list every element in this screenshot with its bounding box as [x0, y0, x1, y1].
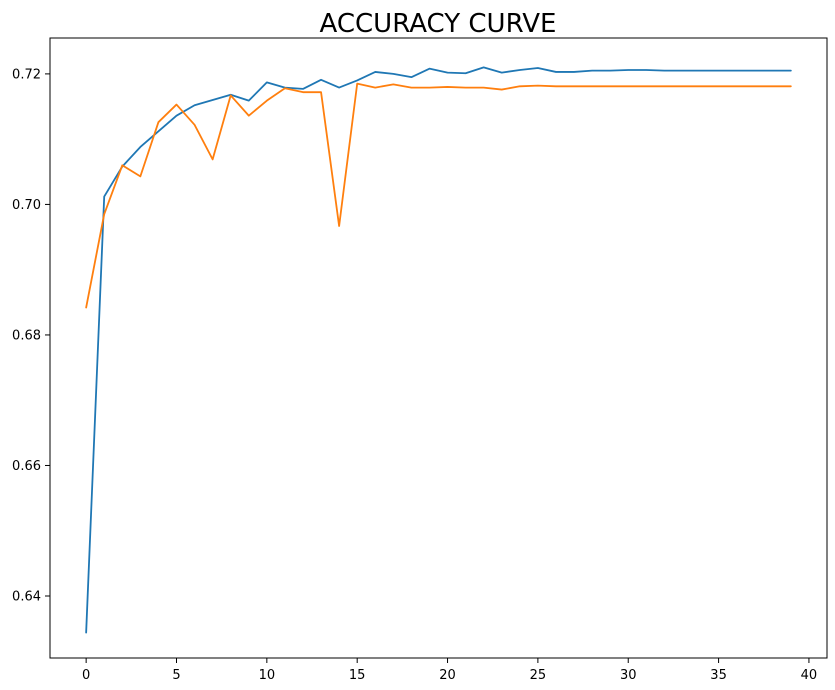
- chart-title: ACCURACY CURVE: [320, 9, 557, 39]
- x-tick-label: 5: [172, 668, 180, 683]
- x-tick-label: 30: [620, 668, 637, 683]
- x-tick-label: 10: [259, 668, 276, 683]
- y-axis: 0.64 0.66 0.68 0.70 0.72: [12, 67, 50, 605]
- y-tick-label: 0.70: [12, 198, 41, 213]
- x-tick-label: 15: [349, 668, 366, 683]
- y-tick-label: 0.66: [12, 459, 41, 474]
- y-tick-label: 0.72: [12, 67, 41, 82]
- series-line-2: [85, 82, 792, 309]
- x-tick-label: 25: [530, 668, 547, 683]
- x-tick-label: 0: [82, 668, 90, 683]
- y-tick-label: 0.64: [12, 590, 41, 605]
- x-tick-label: 40: [801, 668, 818, 683]
- series-line-1: [85, 66, 792, 634]
- series-lines: [85, 66, 792, 634]
- plot-frame: [49, 37, 828, 659]
- y-tick-label: 0.68: [12, 328, 41, 343]
- x-tick-label: 20: [439, 668, 456, 683]
- x-axis: 0 5 10 15 20 25 30 35 40: [82, 658, 817, 683]
- x-tick-label: 35: [710, 668, 727, 683]
